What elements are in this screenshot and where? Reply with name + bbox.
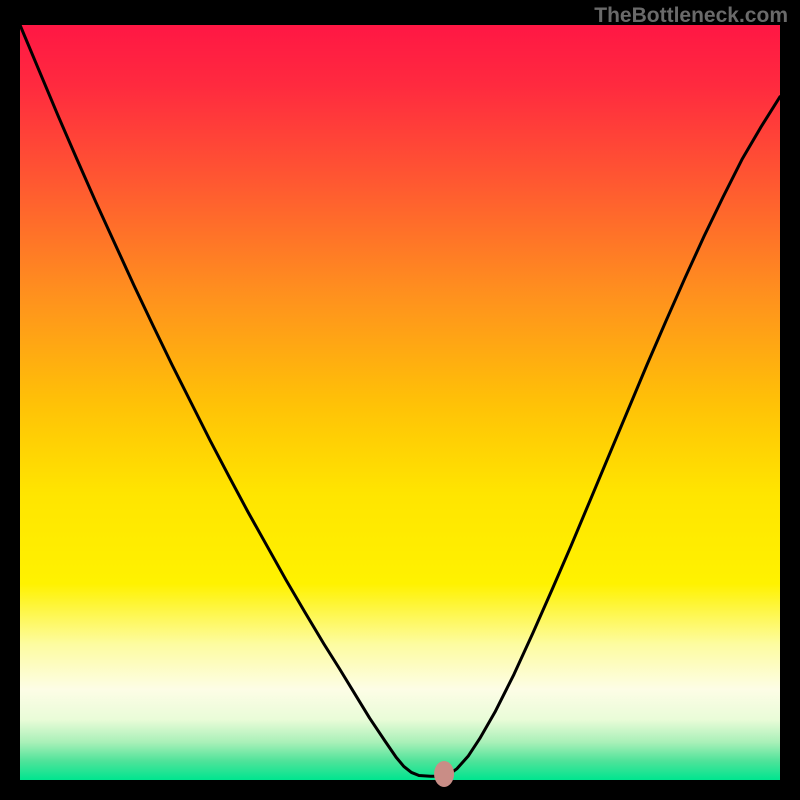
bottleneck-chart <box>0 0 800 800</box>
chart-container: TheBottleneck.com <box>0 0 800 800</box>
optimal-point-marker <box>434 761 454 787</box>
watermark-text: TheBottleneck.com <box>594 4 788 28</box>
chart-background <box>20 25 780 780</box>
